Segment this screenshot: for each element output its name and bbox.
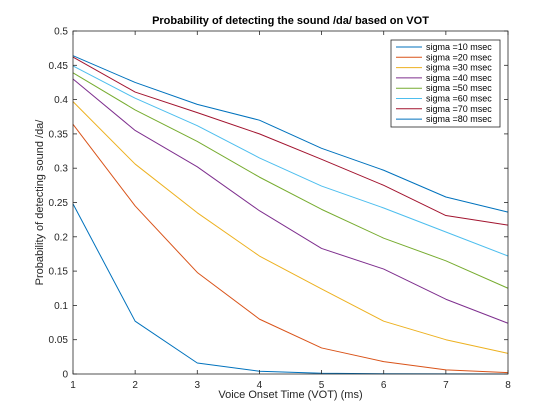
legend-label-2: sigma =20 msec [426,52,492,62]
x-tick-label: 7 [443,380,449,391]
y-tick-label: 0.4 [54,95,68,106]
series-line-6 [72,65,509,257]
legend-label-8: sigma =80 msec [426,114,492,124]
x-tick-label: 4 [257,380,263,391]
legend-label-5: sigma =50 msec [426,83,492,93]
x-tick-label: 2 [132,380,138,391]
series-line-5 [72,72,509,289]
series-line-3 [72,101,509,354]
legend-label-4: sigma =40 msec [426,73,492,83]
series-line-8 [72,55,509,213]
y-tick-label: 0.2 [54,232,68,243]
y-tick-label: 0.35 [49,129,69,140]
y-tick-label: 0.05 [49,335,69,346]
series-line-2 [72,123,509,374]
series-line-7 [72,56,509,226]
y-axis-label: Probability of detecting sound /da/ [34,119,46,286]
x-tick-label: 3 [195,380,201,391]
legend-label-3: sigma =30 msec [426,63,492,73]
legend-label-7: sigma =70 msec [426,104,492,114]
x-tick-label: 5 [319,380,325,391]
y-tick-label: 0.5 [54,27,68,38]
y-tick-label: 0.25 [49,198,69,209]
legend-label-6: sigma =60 msec [426,94,492,104]
x-tick-label: 8 [505,380,511,391]
ticks-layer: 1 2 3 4 5 6 7 8 0 0.05 0.1 0.15 0.2 0.25 0.3 0.35 0.4 0.4… [49,27,512,392]
series-line-4 [72,78,509,324]
y-tick-label: 0.15 [49,267,69,278]
series-layer [72,55,509,375]
y-tick-label: 0.3 [54,164,68,175]
x-tick-label: 6 [381,380,387,391]
y-tick-label: 0.45 [49,61,69,72]
y-tick-label: 0.1 [54,301,68,312]
legend-label-1: sigma =10 msec [426,42,492,52]
legend-box [390,39,501,128]
y-tick-label: 0 [62,370,68,381]
chart-title: Probability of detecting the sound /da/ … [152,15,429,27]
x-axis-label: Voice Onset Time (VOT) (ms) [218,389,362,401]
axes-box [72,30,509,375]
x-tick-label: 1 [70,380,76,391]
